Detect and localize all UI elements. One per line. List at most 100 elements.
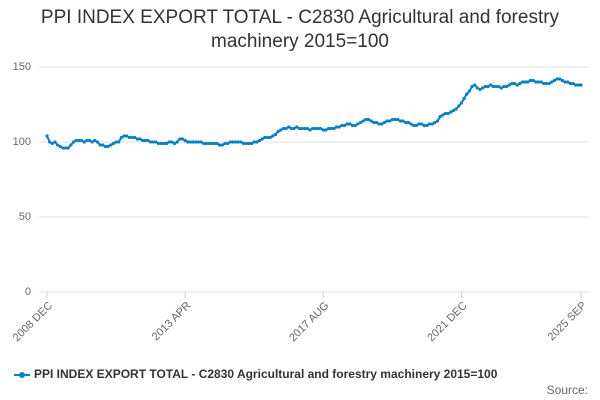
point	[138, 137, 142, 141]
point	[497, 84, 501, 89]
point	[544, 81, 549, 86]
point	[571, 81, 575, 86]
point	[260, 137, 264, 141]
point	[374, 120, 379, 125]
point	[188, 140, 193, 144]
legend-label: PPI INDEX EXPORT TOTAL - C2830 Agricultu…	[34, 367, 498, 381]
point	[414, 123, 418, 128]
point	[74, 138, 78, 143]
point	[435, 119, 440, 123]
point	[353, 123, 357, 128]
point	[446, 111, 450, 116]
point	[531, 78, 535, 83]
point	[419, 122, 424, 126]
point	[172, 141, 177, 146]
point	[574, 83, 578, 87]
point	[284, 126, 288, 131]
point	[175, 140, 179, 144]
point	[130, 135, 134, 140]
point	[555, 77, 559, 81]
y-tick-label: 100	[13, 136, 31, 148]
point	[252, 140, 256, 144]
point	[87, 138, 92, 143]
point	[502, 84, 506, 89]
point	[241, 141, 246, 146]
point	[412, 123, 416, 128]
point	[103, 144, 108, 149]
point	[494, 84, 498, 89]
point	[534, 80, 538, 84]
point	[319, 126, 323, 131]
point	[369, 119, 373, 123]
point	[348, 122, 352, 126]
point	[122, 134, 126, 138]
point	[427, 122, 432, 126]
point	[550, 80, 554, 84]
point	[297, 126, 301, 131]
point	[515, 83, 519, 87]
point	[226, 141, 230, 146]
point	[382, 120, 387, 125]
point	[313, 126, 317, 131]
point	[106, 144, 110, 149]
point	[483, 84, 487, 89]
point	[334, 125, 339, 129]
point	[48, 140, 52, 144]
point	[507, 83, 511, 87]
point	[478, 87, 482, 92]
point	[380, 122, 384, 126]
point	[125, 134, 129, 138]
point	[135, 137, 139, 141]
point	[364, 117, 368, 122]
point	[409, 122, 413, 126]
point	[215, 141, 219, 146]
point	[566, 80, 570, 84]
point	[358, 120, 363, 125]
point	[58, 144, 62, 149]
point	[196, 140, 201, 144]
point	[438, 114, 442, 119]
point	[154, 140, 158, 144]
point	[449, 110, 453, 114]
point	[512, 81, 517, 86]
point	[143, 138, 147, 143]
point	[404, 120, 408, 125]
point	[465, 92, 469, 96]
point	[186, 140, 190, 144]
point	[563, 80, 567, 84]
point	[268, 135, 272, 140]
point	[385, 119, 389, 123]
x-tick-label: 2017 AUG	[287, 300, 331, 344]
point	[82, 140, 86, 144]
point	[93, 138, 97, 143]
point	[576, 83, 580, 87]
x-tick-label: 2021 DEC	[425, 300, 469, 344]
point	[141, 138, 145, 143]
source: Source:	[547, 383, 588, 397]
point	[265, 135, 270, 140]
legend-marker	[19, 372, 25, 378]
point	[101, 143, 105, 147]
point	[183, 138, 187, 143]
point	[467, 89, 472, 93]
point	[356, 122, 360, 126]
y-tick-label: 150	[13, 61, 31, 73]
point	[255, 140, 259, 144]
point	[547, 81, 551, 86]
point	[350, 123, 355, 128]
point	[133, 135, 137, 140]
point	[366, 117, 371, 122]
point	[45, 134, 49, 138]
point	[257, 138, 262, 143]
point	[473, 83, 477, 87]
point	[552, 78, 557, 83]
point	[454, 107, 458, 111]
point	[388, 119, 392, 123]
point	[244, 141, 248, 146]
point	[560, 78, 565, 83]
point	[85, 138, 89, 143]
point	[510, 81, 514, 86]
point	[111, 141, 116, 146]
point	[486, 84, 490, 89]
